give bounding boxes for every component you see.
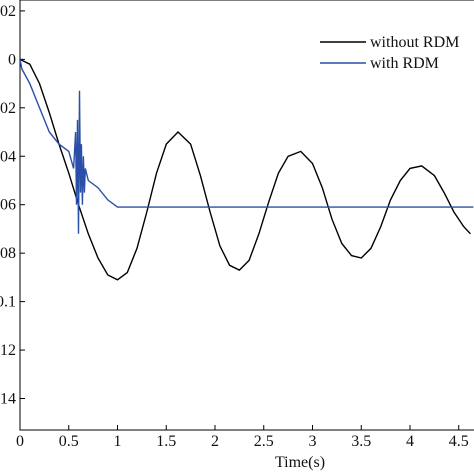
- y-tick-label: -0.08: [0, 245, 16, 262]
- legend-label: without RDM: [370, 34, 459, 51]
- x-tick-label: 4.5: [449, 433, 469, 450]
- data-line: [20, 59, 474, 234]
- x-tick-label: 0.5: [59, 433, 79, 450]
- y-tick-label: 0: [8, 51, 16, 68]
- y-tick-label: -0.02: [0, 100, 16, 117]
- x-tick-label: 0: [16, 433, 24, 450]
- y-tick-label: 0.02: [0, 3, 16, 20]
- x-tick-label: 3.5: [351, 433, 371, 450]
- x-tick-label: 1.5: [156, 433, 176, 450]
- y-tick-label: -0.04: [0, 148, 16, 165]
- y-tick-label: -0.1: [0, 294, 16, 311]
- y-tick-label: -0.12: [0, 342, 16, 359]
- x-tick-label: 3: [309, 433, 317, 450]
- y-tick-label: -0.06: [0, 197, 16, 214]
- x-tick-label: 2.5: [254, 433, 274, 450]
- x-tick-label: 1: [114, 433, 122, 450]
- legend-label: with RDM: [370, 55, 439, 72]
- x-axis-label: Time(s): [275, 454, 325, 471]
- x-tick-label: 4: [406, 433, 414, 450]
- x-tick-label: 2: [211, 433, 219, 450]
- data-line: [20, 58, 471, 281]
- plot-frame: [19, 0, 474, 431]
- y-tick-label: -0.14: [0, 391, 16, 408]
